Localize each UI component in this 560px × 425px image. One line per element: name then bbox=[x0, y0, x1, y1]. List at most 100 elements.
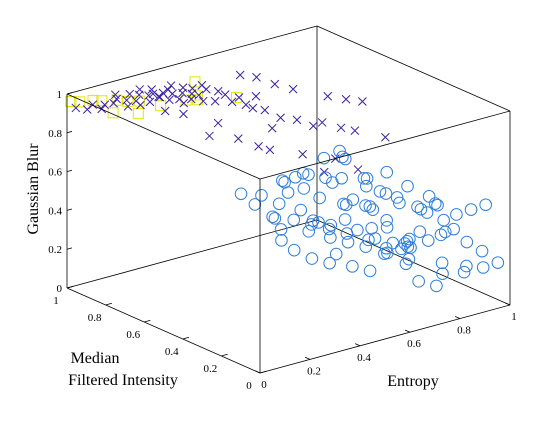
data-point-circle bbox=[363, 264, 377, 278]
data-point-circle bbox=[346, 260, 359, 273]
data-point-x bbox=[220, 90, 230, 99]
x-tick-label: 0.8 bbox=[457, 325, 471, 337]
x-tick-label: 0.2 bbox=[307, 365, 321, 377]
data-point-circle bbox=[434, 228, 448, 242]
y-tick-label: 0.8 bbox=[88, 312, 102, 324]
data-point-circle bbox=[319, 171, 332, 184]
data-point-circle bbox=[491, 256, 505, 269]
series-x bbox=[71, 70, 390, 177]
data-point-circle bbox=[324, 231, 337, 244]
data-point-circle bbox=[414, 202, 428, 216]
y-tick-label: 1 bbox=[53, 295, 59, 307]
data-point-square bbox=[65, 96, 77, 108]
data-point-circle bbox=[438, 225, 452, 239]
x-tick-label: 0 bbox=[261, 379, 267, 391]
data-point-x bbox=[241, 100, 251, 110]
data-point-circle bbox=[294, 203, 308, 217]
data-point-circle bbox=[268, 212, 282, 225]
data-markers bbox=[65, 70, 505, 293]
data-point-x bbox=[248, 103, 258, 113]
data-point-x bbox=[341, 94, 351, 104]
data-point-x bbox=[194, 90, 204, 100]
x-tick-label: 0.4 bbox=[357, 352, 371, 364]
y-tick-label: 0.2 bbox=[204, 363, 218, 375]
data-point-x bbox=[227, 97, 237, 107]
data-point-x bbox=[210, 96, 220, 106]
data-point-circle bbox=[357, 172, 371, 185]
data-point-x bbox=[166, 81, 176, 90]
data-point-circle bbox=[322, 222, 336, 236]
data-point-circle bbox=[287, 213, 301, 227]
data-point-x bbox=[71, 103, 81, 113]
data-point-x bbox=[235, 70, 245, 80]
data-point-circle bbox=[329, 247, 343, 261]
data-point-circle bbox=[305, 218, 318, 231]
data-point-circle bbox=[276, 174, 289, 187]
z-tick-mark bbox=[66, 247, 73, 250]
data-point-x bbox=[88, 100, 98, 110]
data-point-circle bbox=[363, 200, 377, 213]
box-edge-top-right bbox=[316, 25, 511, 112]
data-point-x bbox=[109, 98, 118, 108]
data-point-x bbox=[308, 121, 318, 131]
data-point-x bbox=[160, 106, 170, 116]
axes-box-back bbox=[66, 26, 511, 306]
x-tick-mark bbox=[405, 329, 411, 333]
y-tick-mark bbox=[221, 353, 228, 357]
data-point-x bbox=[350, 126, 360, 136]
z-tick-label: 1 bbox=[57, 89, 63, 101]
data-point-circle bbox=[317, 151, 331, 165]
y-axis-line bbox=[66, 287, 261, 374]
x-tick-mark bbox=[455, 316, 461, 319]
data-point-x bbox=[168, 89, 177, 99]
data-point-x bbox=[201, 84, 211, 94]
data-point-circle bbox=[380, 221, 394, 234]
data-point-x bbox=[136, 100, 145, 110]
data-point-square bbox=[132, 107, 144, 119]
data-point-x bbox=[233, 134, 243, 143]
data-point-circle bbox=[399, 257, 413, 271]
x-tick-label: 1 bbox=[511, 311, 517, 323]
data-point-circle bbox=[422, 190, 436, 203]
data-point-x bbox=[380, 132, 390, 142]
box-edge-back-bottom bbox=[66, 219, 318, 289]
y-tick-mark bbox=[105, 302, 112, 306]
data-point-circle bbox=[255, 189, 268, 202]
data-point-x bbox=[135, 85, 145, 94]
data-point-x bbox=[198, 96, 208, 106]
data-point-circle bbox=[373, 185, 387, 198]
x-tick-mark bbox=[505, 302, 511, 306]
data-point-circle bbox=[339, 152, 352, 166]
axes-box-front bbox=[66, 25, 511, 374]
data-point-circle bbox=[248, 198, 262, 211]
y-tick-mark bbox=[144, 319, 151, 323]
data-point-x bbox=[298, 149, 307, 159]
y-tick-label: 0.4 bbox=[165, 346, 179, 358]
data-point-x bbox=[267, 123, 277, 133]
data-point-x bbox=[254, 142, 263, 151]
data-point-square bbox=[189, 76, 201, 88]
data-point-x bbox=[276, 113, 285, 123]
x-tick-mark bbox=[355, 343, 361, 347]
data-point-circle bbox=[460, 235, 474, 249]
z-tick-label: 0.8 bbox=[48, 128, 62, 140]
data-point-circle bbox=[266, 210, 279, 224]
data-point-circle bbox=[297, 182, 311, 195]
z-tick-label: 0.6 bbox=[48, 167, 62, 179]
data-point-circle bbox=[337, 197, 350, 211]
data-point-circle bbox=[368, 232, 382, 245]
data-point-circle bbox=[401, 179, 414, 193]
data-point-x bbox=[270, 79, 280, 89]
data-point-x bbox=[82, 105, 92, 114]
box-edge-top-front bbox=[259, 110, 511, 180]
data-point-circle bbox=[431, 198, 444, 212]
data-point-circle bbox=[430, 279, 443, 293]
y-axis-label-line1: Median bbox=[71, 350, 120, 367]
data-point-x bbox=[323, 91, 333, 101]
data-point-x bbox=[292, 115, 302, 125]
box-edge-top-back bbox=[66, 25, 318, 95]
data-point-circle bbox=[341, 235, 355, 249]
data-point-x bbox=[179, 98, 189, 108]
data-point-circle bbox=[275, 234, 288, 247]
data-point-x bbox=[213, 118, 223, 128]
